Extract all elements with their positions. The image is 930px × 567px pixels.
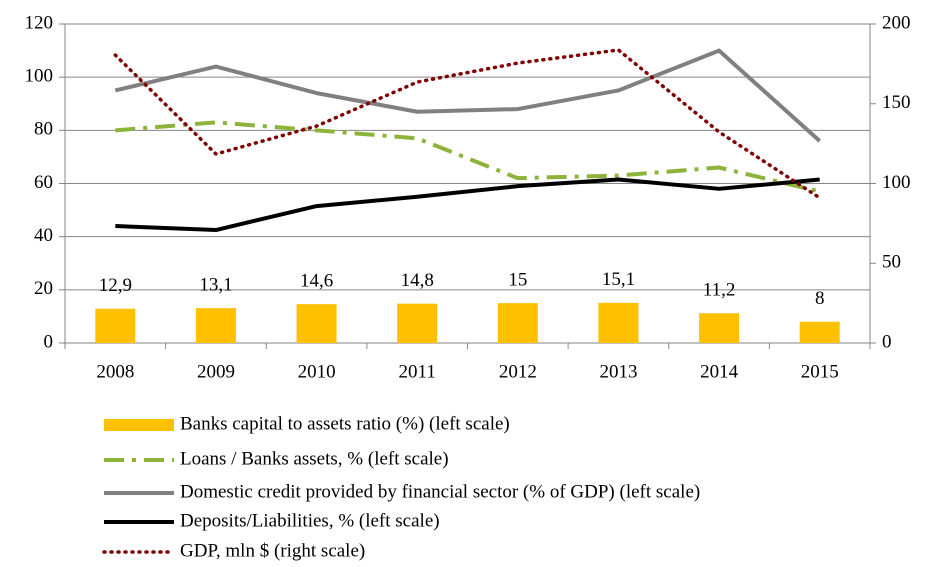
y-tick-label: 100 [25,66,54,87]
legend-label: Deposits/Liabilities, % (left scale) [180,510,440,531]
x-tick-label: 2014 [700,361,739,382]
data-label: 14,6 [300,271,333,292]
bar [598,302,639,343]
bar [799,321,840,343]
data-label: 8 [815,288,825,309]
y2-tick-label: 50 [882,252,901,273]
data-label: 12,9 [99,275,132,296]
y-tick-label: 60 [34,172,53,193]
bar [195,308,236,343]
x-tick-label: 2015 [801,361,839,382]
bar [699,313,740,343]
x-tick-label: 2011 [399,361,436,382]
legend-label: Domestic credit provided by financial se… [180,481,700,502]
x-tick-label: 2013 [599,361,637,382]
x-tick-label: 2012 [499,361,537,382]
y-tick-label: 120 [25,12,54,33]
data-label: 13,1 [199,275,232,296]
data-label: 14,8 [401,270,434,291]
y2-tick-label: 100 [882,172,911,193]
line-series [114,48,822,143]
data-label: 11,2 [703,280,736,301]
line-series [113,48,822,200]
y-tick-label: 20 [34,278,53,299]
y-tick-label: 40 [34,225,53,246]
x-tick-label: 2009 [197,361,235,382]
line-series [115,177,820,233]
data-label: 15 [508,269,527,290]
x-tick-label: 2010 [298,361,336,382]
y2-tick-label: 150 [882,92,911,113]
legend-label: Loans / Banks assets, % (left scale) [180,448,449,469]
legend-label: GDP, mln $ (right scale) [180,540,365,561]
legend-label: Banks capital to assets ratio (%) (left … [180,413,510,434]
y-tick-label: 0 [44,331,54,352]
bar [95,308,136,343]
data-label: 15,1 [602,269,635,290]
legend-swatch [104,419,174,431]
bar [497,303,538,343]
bar [397,303,438,343]
y2-tick-label: 200 [882,12,911,33]
x-tick-label: 2008 [96,361,134,382]
bar [296,304,337,343]
y-tick-label: 80 [34,119,53,140]
y2-tick-label: 0 [882,331,892,352]
line-series [115,120,821,194]
